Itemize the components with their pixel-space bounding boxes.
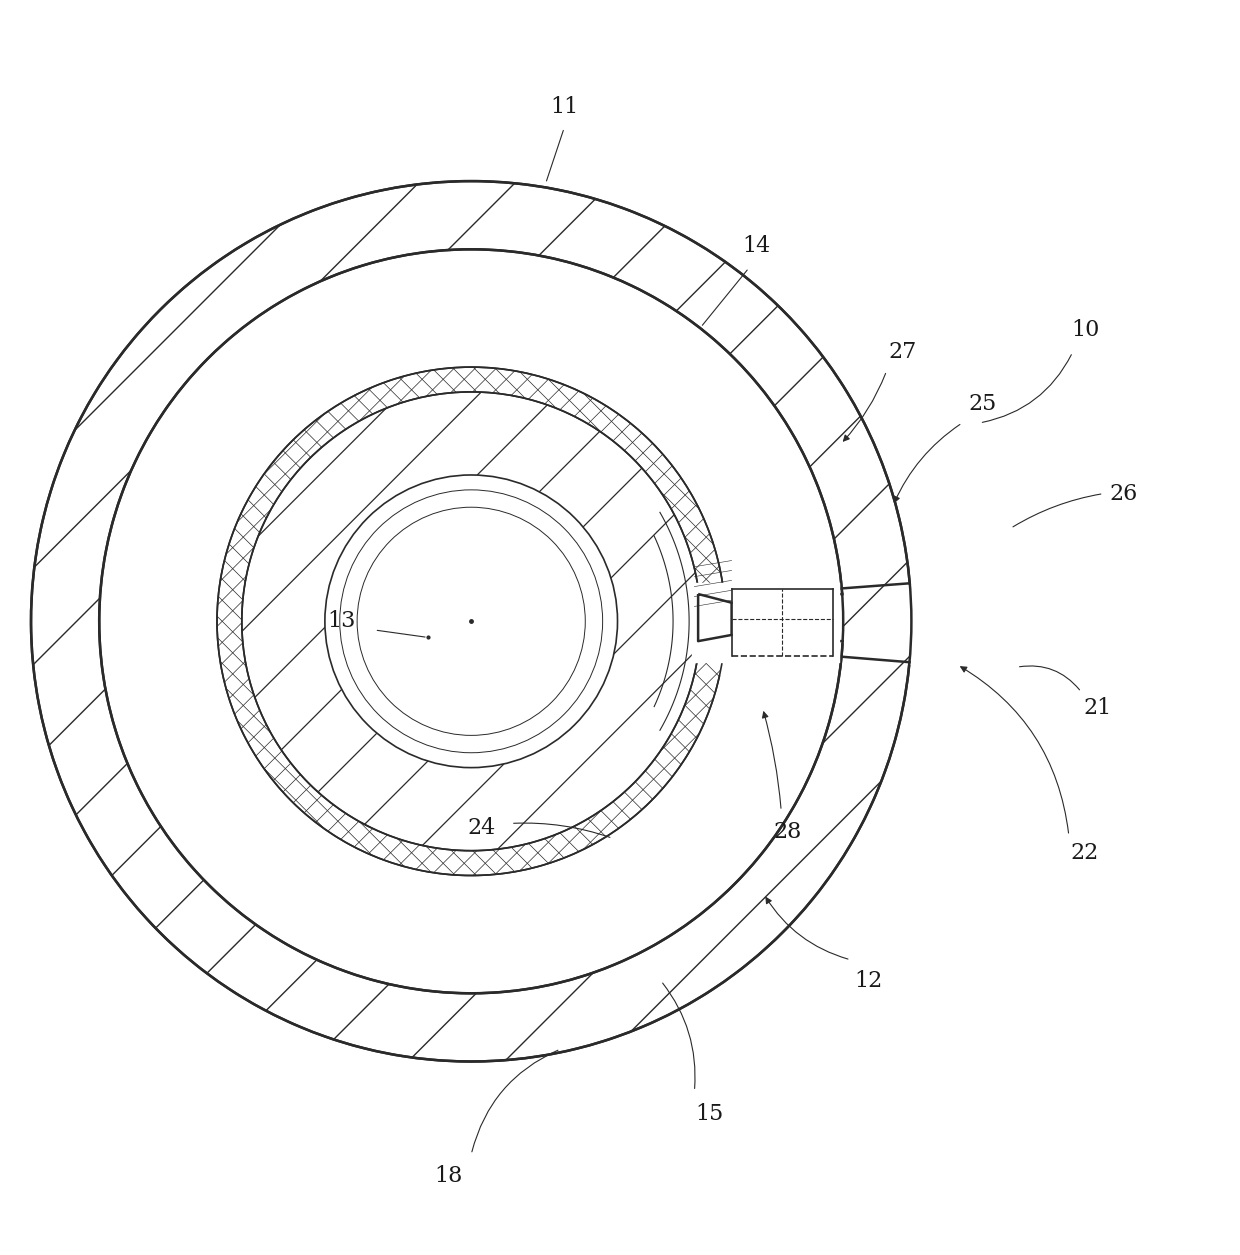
FancyArrowPatch shape [513, 823, 610, 837]
FancyArrowPatch shape [894, 424, 960, 502]
Polygon shape [692, 582, 839, 663]
FancyArrowPatch shape [547, 131, 563, 181]
Text: 28: 28 [774, 821, 801, 843]
Circle shape [325, 474, 618, 768]
Circle shape [242, 392, 701, 851]
Text: 14: 14 [743, 235, 770, 256]
Text: 13: 13 [327, 610, 355, 633]
FancyArrowPatch shape [662, 983, 696, 1088]
Text: 15: 15 [696, 1103, 723, 1124]
Text: 21: 21 [1084, 697, 1111, 719]
Text: 26: 26 [1110, 483, 1137, 505]
Circle shape [31, 181, 911, 1062]
FancyArrowPatch shape [766, 897, 848, 959]
Text: 12: 12 [854, 970, 882, 991]
Text: 27: 27 [889, 341, 916, 363]
FancyArrowPatch shape [843, 374, 885, 441]
Text: 18: 18 [435, 1165, 463, 1186]
FancyArrowPatch shape [763, 712, 781, 808]
Text: 11: 11 [551, 95, 578, 118]
FancyArrowPatch shape [1013, 494, 1101, 527]
Text: 10: 10 [1071, 319, 1099, 341]
Text: 25: 25 [968, 393, 996, 415]
Circle shape [99, 250, 843, 993]
FancyArrowPatch shape [702, 270, 748, 325]
FancyArrowPatch shape [982, 355, 1071, 423]
FancyArrowPatch shape [961, 666, 1069, 833]
Text: 22: 22 [1071, 842, 1099, 865]
FancyArrowPatch shape [472, 1050, 558, 1152]
Text: 24: 24 [467, 817, 495, 840]
FancyArrowPatch shape [1019, 666, 1080, 690]
